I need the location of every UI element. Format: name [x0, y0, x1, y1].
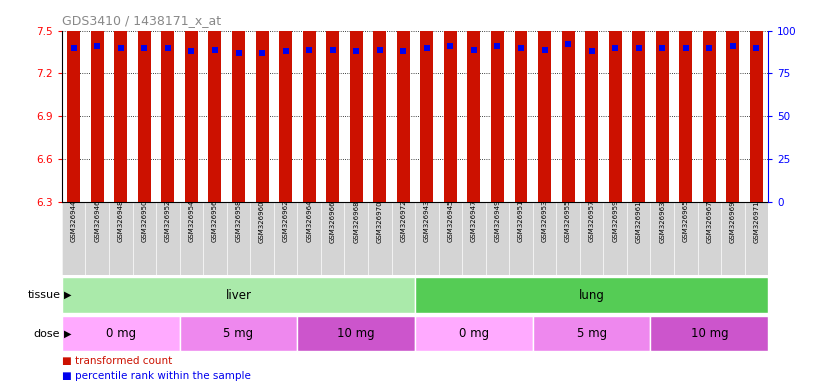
Text: ■ percentile rank within the sample: ■ percentile rank within the sample — [62, 371, 251, 381]
Bar — [632, 0, 645, 202]
Text: 10 mg: 10 mg — [691, 327, 729, 340]
Bar — [62, 277, 415, 313]
Bar — [444, 0, 457, 202]
Point — [538, 46, 551, 53]
Bar — [297, 316, 415, 351]
Text: 0 mg: 0 mg — [106, 327, 135, 340]
Bar — [468, 0, 481, 202]
Text: 5 mg: 5 mg — [224, 327, 254, 340]
Bar — [656, 0, 669, 202]
Point — [703, 45, 716, 51]
Point — [114, 45, 127, 51]
Bar — [420, 0, 434, 202]
Point — [138, 45, 151, 51]
Point — [208, 46, 221, 53]
Bar — [651, 316, 768, 351]
Bar — [255, 0, 268, 202]
Bar — [562, 0, 575, 202]
Bar — [326, 0, 339, 202]
Point — [656, 45, 669, 51]
Point — [302, 46, 316, 53]
Text: 0 mg: 0 mg — [459, 327, 489, 340]
Bar — [585, 0, 598, 202]
Bar — [232, 0, 245, 202]
Bar — [703, 0, 716, 202]
Text: tissue: tissue — [27, 290, 60, 300]
Bar — [185, 0, 198, 202]
Point — [609, 45, 622, 51]
Point — [515, 45, 528, 51]
Point — [491, 43, 504, 49]
Point — [444, 43, 457, 49]
Bar — [302, 0, 316, 202]
Bar — [609, 0, 622, 202]
Bar — [515, 0, 528, 202]
Point — [420, 45, 434, 51]
Point — [67, 45, 80, 51]
Bar — [538, 0, 551, 202]
Bar — [67, 0, 80, 202]
Text: GDS3410 / 1438171_x_at: GDS3410 / 1438171_x_at — [62, 14, 221, 27]
Point — [91, 43, 104, 49]
Bar — [62, 316, 180, 351]
Point — [396, 48, 410, 54]
Bar — [180, 316, 297, 351]
Bar — [349, 0, 363, 202]
Text: ▶: ▶ — [64, 290, 71, 300]
Point — [679, 45, 692, 51]
Point — [468, 46, 481, 53]
Bar — [533, 316, 651, 351]
Text: ▶: ▶ — [64, 328, 71, 339]
Bar — [114, 0, 127, 202]
Bar — [161, 0, 174, 202]
Text: dose: dose — [34, 328, 60, 339]
Text: 10 mg: 10 mg — [337, 327, 375, 340]
Point — [373, 46, 387, 53]
Point — [161, 45, 174, 51]
Point — [632, 45, 645, 51]
Point — [585, 48, 598, 54]
Point — [326, 46, 339, 53]
Point — [185, 48, 198, 54]
Text: lung: lung — [579, 289, 605, 301]
Point — [750, 45, 763, 51]
Bar — [750, 0, 763, 202]
Point — [726, 43, 739, 49]
Bar — [91, 0, 104, 202]
Bar — [373, 0, 387, 202]
Bar — [396, 0, 410, 202]
Bar — [415, 277, 768, 313]
Bar — [679, 0, 692, 202]
Bar — [415, 316, 533, 351]
Point — [349, 48, 363, 54]
Text: ■ transformed count: ■ transformed count — [62, 356, 172, 366]
Bar — [279, 0, 292, 202]
Point — [279, 48, 292, 54]
Point — [562, 41, 575, 48]
Text: liver: liver — [225, 289, 251, 301]
Bar — [138, 0, 151, 202]
Bar — [726, 0, 739, 202]
Point — [255, 50, 268, 56]
Bar — [208, 0, 221, 202]
Bar — [491, 0, 504, 202]
Text: 5 mg: 5 mg — [577, 327, 606, 340]
Point — [232, 50, 245, 56]
